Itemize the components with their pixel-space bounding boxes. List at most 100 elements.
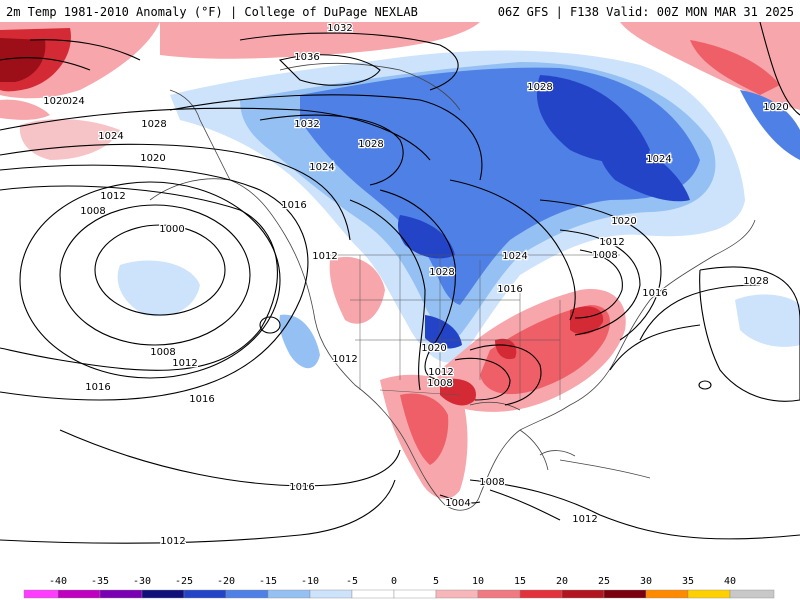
colorbar-tick-label: -35: [91, 576, 109, 587]
isobar-1012-gulf: [469, 344, 542, 406]
isobar-1036: [278, 54, 381, 86]
colorbar-tick-label: 35: [682, 576, 694, 587]
isobar-label: 1016: [497, 284, 522, 295]
isobar-1020-west: [0, 143, 351, 241]
colorbar-tick-label: 10: [472, 576, 484, 587]
anomaly-shading: [0, 22, 800, 499]
cool-patch-pacific-northwest: [279, 314, 320, 369]
isobar-label: 1012: [160, 536, 185, 547]
cold-core-plains-north: [397, 215, 455, 259]
colorbar-tick-labels: -40 -35 -30 -25 -20 -15 -10 -5 0 5 10 15 20 25 30 35 40: [49, 576, 736, 587]
isobar-1020-northeast: [759, 22, 800, 116]
east-coast-outline: [479, 219, 756, 496]
isobar-label: 1032: [327, 23, 352, 34]
isobar-1032-top: [239, 32, 459, 91]
isobar-1000: [94, 224, 226, 316]
color-scale-bar: -40 -35 -30 -25 -20 -15 -10 -5 0 5 10 15 20 25 30 35 40: [0, 574, 800, 600]
isobar-1032-north: [259, 114, 404, 186]
isobar-1012-east: [559, 229, 641, 336]
isobar-label: 1020: [763, 102, 788, 113]
cool-patch-atlantic: [735, 294, 800, 347]
warm-peak-tennessee: [495, 338, 517, 360]
isobars: [0, 22, 800, 544]
cuba-outline: [539, 450, 576, 457]
isobar-1024-northwest: [29, 39, 141, 61]
isobar-label: 1012: [599, 237, 624, 248]
colorbar-swatch: [309, 589, 353, 599]
isobar-label: 1028: [429, 267, 454, 278]
colorbar-swatch: [57, 589, 101, 599]
isobar-label: 1020: [611, 216, 636, 227]
isobar-1020-northwest: [0, 57, 91, 71]
isobar-label: 1036: [294, 52, 319, 63]
colorbar-tick-label: 5: [433, 576, 439, 587]
warm-peak-carolinas: [570, 306, 604, 335]
isobar-label: 1008: [479, 477, 504, 488]
isobar-label: 1012: [428, 367, 453, 378]
isobar-label: 1020: [43, 96, 68, 107]
isobar-label: 1012: [572, 514, 597, 525]
isobar-1012-west: [0, 185, 278, 371]
colorbar-swatch: [561, 589, 605, 599]
isobar-1008-east: [574, 249, 623, 319]
isobar-label: 1016: [189, 394, 214, 405]
border-us-mexico: [379, 389, 461, 396]
isobar-1016-west: [0, 164, 309, 401]
gulf-coast-outline: [469, 401, 521, 411]
isobar-label: 1020: [421, 343, 446, 354]
isobar-label: 1008: [150, 347, 175, 358]
colorbar-swatch: [687, 589, 731, 599]
cold-core-quebec: [598, 130, 690, 202]
isobar-label: 1012: [332, 354, 357, 365]
isobar-small-high: [698, 380, 712, 390]
political-borders: [330, 254, 620, 400]
warm-peak-texas: [440, 378, 476, 406]
pressure-labels: 1032103610241020102810241032102810241020…: [42, 22, 790, 548]
isobar-1024-atlantic: [639, 284, 761, 341]
isobar-1020-east: [449, 179, 576, 321]
isobar-label: 1028: [141, 119, 166, 130]
isobar-label: 1020: [140, 153, 165, 164]
warm-peak-northwest: [0, 38, 46, 82]
isobar-label: 1024: [59, 96, 84, 107]
isobar-1012-south: [0, 479, 396, 544]
colorbar-swatch: [393, 589, 437, 599]
colorbar-swatch: [729, 589, 775, 599]
isobar-label: 1004: [445, 498, 470, 509]
isobar-label: 1000: [159, 224, 184, 235]
colorbar-tick-label: -20: [217, 576, 235, 587]
florida-outline: [519, 429, 549, 471]
isobar-label: 1016: [281, 200, 306, 211]
colorbar-swatch: [267, 589, 311, 599]
colorbar-tick-label: -15: [259, 576, 277, 587]
isobar-small-low: [259, 316, 281, 334]
isobar-label: 1016: [289, 482, 314, 493]
isobar-1004-mexico: [439, 494, 481, 504]
colorbar-tick-label: 20: [556, 576, 568, 587]
colorbar-tick-label: -25: [175, 576, 193, 587]
colorbar-tick-label: 15: [514, 576, 526, 587]
isobar-1024-plains: [379, 189, 456, 381]
isobar-label: 1024: [309, 162, 334, 173]
isobar-label: 1032: [294, 119, 319, 130]
colorbar-swatch: [477, 589, 521, 599]
colorbar-swatches: [23, 589, 775, 599]
colorbar-swatch: [225, 589, 269, 599]
cool-patch-pacific: [117, 260, 200, 317]
colorbar-tick-label: 40: [724, 576, 736, 587]
colorbar-swatch: [519, 589, 563, 599]
colorbar-tick-label: -30: [133, 576, 151, 587]
isobar-label: 1024: [646, 154, 671, 165]
isobar-label: 1024: [98, 131, 123, 142]
alaska-outline: [169, 89, 231, 181]
isobar-1016-south: [59, 429, 401, 487]
isobar-label: 1008: [592, 250, 617, 261]
isobar-label: 1028: [527, 82, 552, 93]
warm-patch-aleutians: [19, 118, 120, 160]
warm-core-mexico: [400, 393, 449, 465]
warm-region-arctic: [160, 22, 480, 59]
isobar-1008-caribbean: [489, 489, 561, 521]
isobar-label: 1028: [358, 139, 383, 150]
isobar-label: 1016: [642, 288, 667, 299]
